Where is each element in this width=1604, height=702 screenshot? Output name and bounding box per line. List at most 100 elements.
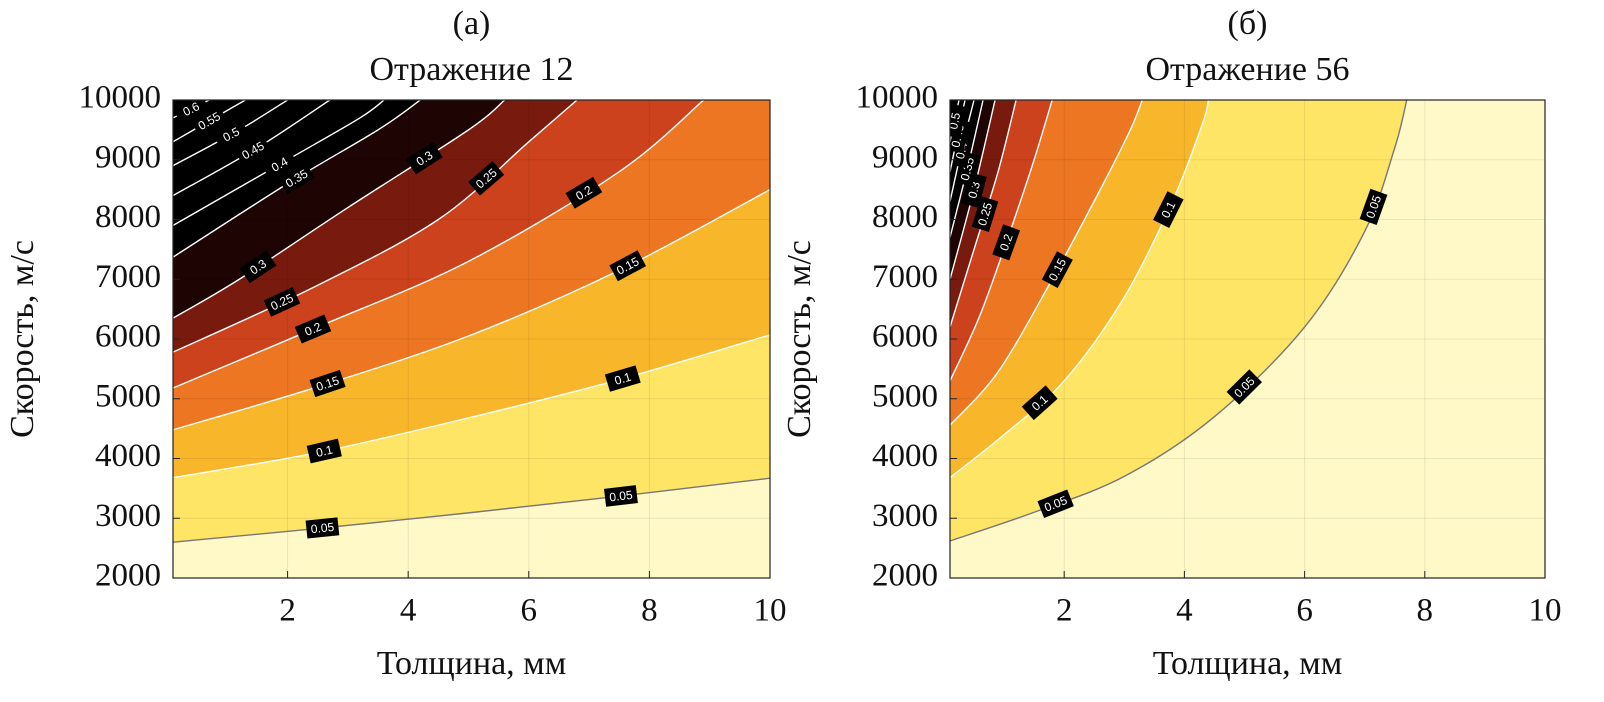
panel-label: (а) — [453, 5, 491, 42]
y-tick-label: 2000 — [872, 558, 938, 594]
contour-label: 0.15 — [609, 250, 647, 282]
contour-label: 0.45 — [234, 134, 272, 167]
contour-line — [173, 100, 705, 389]
x-tick-label: 6 — [521, 593, 538, 629]
contour-line — [173, 100, 506, 319]
contour-line — [173, 100, 421, 258]
x-axis-label: Толщина, мм — [377, 645, 566, 682]
contour-label-text: 0.05 — [609, 488, 634, 505]
contour-label: 0.1 — [1153, 191, 1184, 228]
y-tick-label: 10000 — [856, 80, 939, 116]
contour-label-box — [971, 196, 999, 233]
contour-label-text: 0.5 — [946, 111, 963, 131]
contour-label-text: 0.1 — [613, 370, 633, 388]
contour-label-box — [190, 105, 228, 137]
contour-label-box — [468, 161, 505, 196]
y-tick-label: 9000 — [872, 139, 938, 175]
y-axis-label: Скорость, м/с — [781, 240, 818, 438]
x-tick-label: 2 — [279, 593, 296, 629]
y-tick-label: 10000 — [79, 80, 162, 116]
x-tick-label: 8 — [1417, 593, 1434, 629]
y-tick-label: 6000 — [95, 319, 161, 355]
contour-label-box — [1021, 385, 1058, 421]
plot-area: 0.050.050.10.10.150.150.20.20.250.250.30… — [173, 100, 770, 578]
contour-label-text: 0.1 — [315, 442, 335, 459]
contour-label-box — [173, 100, 210, 125]
contour-label: 0.05 — [1037, 489, 1074, 518]
x-tick-label: 6 — [1296, 593, 1313, 629]
y-tick-label: 4000 — [872, 438, 938, 474]
y-tick-label: 7000 — [872, 259, 938, 295]
chart-title: Отражение 12 — [369, 51, 573, 88]
contour-line — [173, 189, 770, 431]
contour-label: 0.25 — [263, 287, 301, 317]
contour-label-box — [565, 176, 603, 209]
contour-label: 0.05 — [305, 517, 340, 539]
contour-label-box — [1226, 369, 1262, 405]
contour-label-box — [603, 485, 638, 507]
chart-title: Отражение 56 — [1145, 51, 1349, 88]
x-tick-label: 10 — [754, 593, 787, 629]
contour-line — [173, 334, 770, 479]
contour-label: 0.2 — [565, 176, 603, 209]
contour-label-box — [1153, 191, 1184, 228]
contour-label-box — [263, 287, 301, 317]
contour-label-box — [309, 369, 346, 398]
contour-label-text: 0.05 — [310, 520, 335, 536]
contour-label-box — [239, 250, 277, 284]
contour-label-text: 0.1 — [1158, 199, 1178, 220]
contour-label: 0.6 — [173, 100, 210, 125]
y-tick-label: 2000 — [95, 558, 161, 594]
contour-label: 0.1 — [1021, 385, 1058, 421]
contour-label: 0.5 — [946, 103, 967, 139]
contour-label-box — [305, 517, 340, 539]
y-tick-label: 3000 — [872, 498, 938, 534]
contour-label-box — [406, 142, 443, 175]
contour-label-box — [1359, 188, 1388, 225]
contour-label: 0.5 — [212, 118, 250, 150]
contour-line — [173, 477, 770, 543]
contour-label: 0.25 — [971, 196, 999, 233]
contour-line — [173, 100, 578, 353]
contour-label: 0.15 — [1041, 251, 1073, 288]
contour-label: 0.2 — [992, 224, 1021, 261]
y-tick-label: 8000 — [95, 199, 161, 235]
contour-label: 0.55 — [190, 105, 228, 137]
contour-label-box — [278, 162, 315, 195]
contour-label-box — [604, 365, 641, 392]
x-tick-label: 4 — [1176, 593, 1193, 629]
contour-label-box — [992, 224, 1021, 261]
panel: (а) Отражение 12 0.05 0.05 0.1 0.1 0.15 0.15 0.2… — [4, 5, 787, 682]
contour-label-text: 0.25 — [975, 201, 995, 228]
x-axis-label: Толщина, мм — [1153, 645, 1342, 682]
contour-label-box — [294, 314, 332, 344]
x-tick-label: 2 — [1056, 593, 1073, 629]
contour-label: 0.1 — [306, 438, 342, 464]
plot-area: 0.050.050.050.10.10.150.20.250.30.350.40… — [946, 100, 1545, 578]
y-tick-label: 5000 — [95, 378, 161, 414]
contour-label-box — [212, 118, 250, 150]
contour-label: 0.15 — [309, 369, 346, 398]
contour-label: 0.05 — [1359, 188, 1388, 225]
contour-label-box — [306, 438, 342, 464]
panel: (б)Отражение 560.050.050.050.10.10.150.2… — [781, 5, 1562, 682]
contour-label-box — [1037, 489, 1074, 518]
contour-label-box — [609, 250, 647, 282]
contour-label: 0.3 — [239, 250, 277, 284]
x-tick-label: 4 — [400, 593, 417, 629]
contour-line — [950, 100, 1143, 426]
contour-label: 0.3 — [406, 142, 443, 175]
y-axis-label: Скорость, м/с — [4, 240, 41, 438]
contour-label-box — [1041, 251, 1073, 288]
y-tick-label: 3000 — [95, 498, 161, 534]
contour-label-text: 0.2 — [303, 319, 324, 339]
y-tick-label: 9000 — [95, 139, 161, 175]
y-tick-label: 7000 — [95, 259, 161, 295]
contour-label-box — [234, 134, 272, 167]
contour-label: 0.1 — [604, 365, 641, 392]
contour-label-box — [261, 148, 298, 181]
x-tick-label: 10 — [1529, 593, 1562, 629]
contour-line — [950, 100, 1210, 479]
y-tick-label: 8000 — [872, 199, 938, 235]
